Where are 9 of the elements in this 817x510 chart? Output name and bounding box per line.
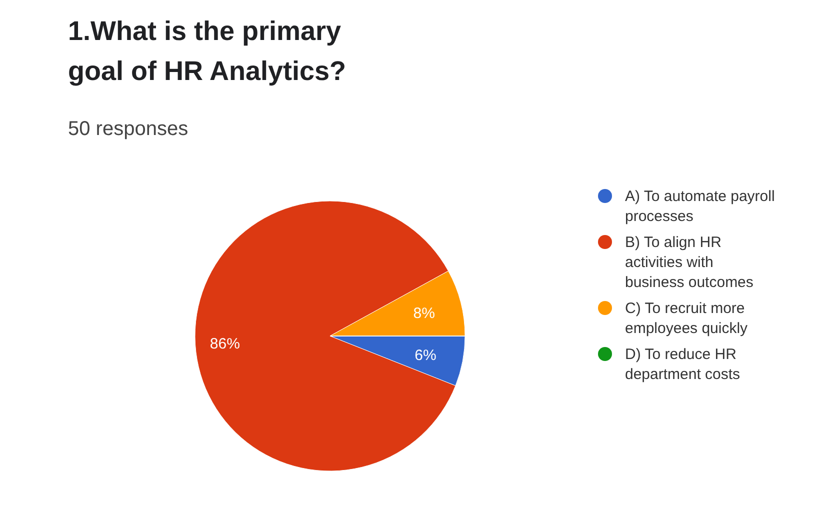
legend-label: B) To align HR activities with business outcomes <box>625 234 754 291</box>
data-label: 6% <box>414 347 436 364</box>
legend-label: D) To reduce HR department costs <box>625 346 740 383</box>
chart-title: 1.What is the primary goal of HR Analytics? <box>68 16 346 86</box>
chart-subtitle: 50 responses <box>68 118 188 140</box>
legend-label: C) To recruit more employees quickly <box>625 300 748 337</box>
legend-label: A) To automate payroll processes <box>625 188 775 225</box>
data-label: 86% <box>210 336 240 353</box>
data-label: 8% <box>413 304 435 322</box>
